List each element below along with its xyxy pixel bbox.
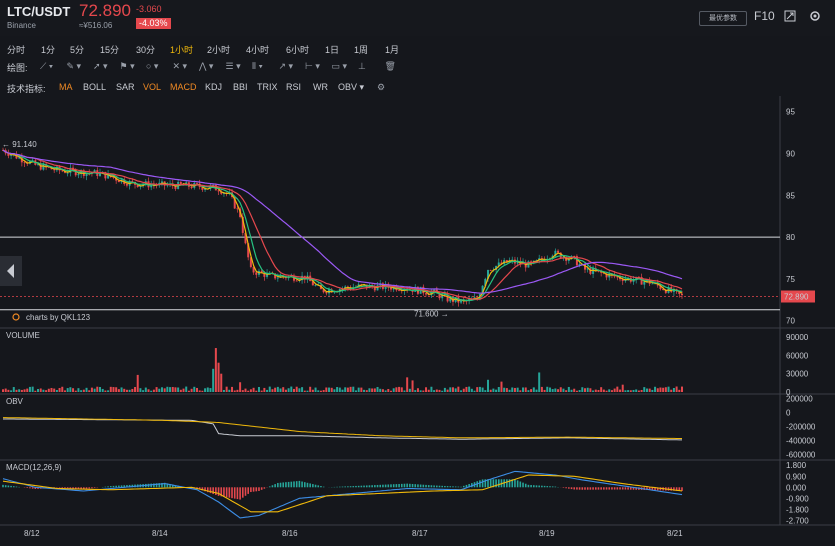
svg-text:1.800: 1.800 xyxy=(786,461,807,470)
ticker-header: LTC/USDT 72.890 -3.060 -4.03% Binance ≈¥… xyxy=(0,0,835,36)
indicator-rsi[interactable]: RSI xyxy=(286,82,302,92)
svg-text:VOLUME: VOLUME xyxy=(6,331,40,340)
indicator-kdj[interactable]: KDJ xyxy=(205,82,223,92)
pattern-tool-icon[interactable]: ⋀ ▾ xyxy=(199,61,214,71)
svg-text:95: 95 xyxy=(786,108,795,117)
trend-tool-icon[interactable]: ↗ ▾ xyxy=(278,61,294,71)
svg-text:← 91.140: ← 91.140 xyxy=(2,140,37,149)
drawing-label: 绘图: xyxy=(7,63,28,73)
timeframe-4[interactable]: 30分 xyxy=(136,45,156,55)
svg-text:-1.800: -1.800 xyxy=(786,505,809,514)
indicator-vol[interactable]: VOL xyxy=(143,82,162,92)
timeframe-3[interactable]: 15分 xyxy=(100,45,120,55)
svg-text:200000: 200000 xyxy=(786,395,813,404)
svg-text:8/14: 8/14 xyxy=(152,529,168,538)
measure-tool-icon[interactable]: ⊥ xyxy=(358,61,366,71)
svg-text:30000: 30000 xyxy=(786,370,809,379)
price-change-percent: -4.03% xyxy=(136,18,171,29)
svg-text:60000: 60000 xyxy=(786,351,809,360)
circle-tool-icon[interactable]: ○ ▾ xyxy=(146,61,159,71)
optimal-params-button[interactable]: 最优参数 xyxy=(699,11,747,26)
svg-text:-400000: -400000 xyxy=(786,437,816,446)
f10-button[interactable]: F10 xyxy=(754,9,775,23)
svg-text:0: 0 xyxy=(786,388,791,397)
timeframe-5[interactable]: 1小时 xyxy=(170,45,194,55)
line-tool-icon[interactable]: ⟋ ▾ xyxy=(40,61,54,71)
fib-tool-icon[interactable]: ☰ ▾ xyxy=(225,61,241,71)
timeframe-1[interactable]: 1分 xyxy=(41,45,56,55)
pair-name: LTC/USDT xyxy=(7,4,71,19)
cross-tool-icon[interactable]: ✕ ▾ xyxy=(172,61,188,71)
svg-text:90000: 90000 xyxy=(786,333,809,342)
svg-text:0: 0 xyxy=(786,409,791,418)
svg-text:8/21: 8/21 xyxy=(667,529,683,538)
indicator-wr[interactable]: WR xyxy=(313,82,328,92)
indicator-sar[interactable]: SAR xyxy=(116,82,135,92)
timeframe-8[interactable]: 6小时 xyxy=(286,45,310,55)
drawing-toolbar: 绘图: ⟋ ▾ ✎ ▾ ➚ ▾ ⚑ ▾ ○ ▾ ✕ ▾ ⋀ ▾ ☰ ▾ ⦀ ▾ ↗ ▾ ⊢ ▾ ▭ ▾… xyxy=(0,55,835,77)
last-price: 72.890 xyxy=(79,1,131,20)
arrow-tool-icon[interactable]: ➚ ▾ xyxy=(93,61,108,71)
range-tool-icon[interactable]: ⊢ ▾ xyxy=(305,61,320,71)
price-chart[interactable]: 95 90 85 80 75 70 72.890 ← 91.140 71.600 → charts… xyxy=(0,96,835,546)
svg-text:72.890: 72.890 xyxy=(784,293,809,302)
svg-text:-600000: -600000 xyxy=(786,451,816,460)
cny-price: ≈¥516.06 xyxy=(79,21,113,30)
svg-text:70: 70 xyxy=(786,317,795,326)
note-tool-icon[interactable]: ▭ ▾ xyxy=(331,61,348,71)
indicator-trix[interactable]: TRIX xyxy=(257,82,278,92)
timeframe-11[interactable]: 1月 xyxy=(385,45,400,55)
timeframe-10[interactable]: 1周 xyxy=(354,45,369,55)
svg-text:8/12: 8/12 xyxy=(24,529,40,538)
indicator-ma[interactable]: MA xyxy=(59,82,73,92)
indicator-boll[interactable]: BOLL xyxy=(83,82,107,92)
svg-text:80: 80 xyxy=(786,233,795,242)
svg-text:71.600 →: 71.600 → xyxy=(414,309,449,318)
fullscreen-icon[interactable] xyxy=(784,10,796,22)
svg-text:8/19: 8/19 xyxy=(539,529,555,538)
channel-tool-icon[interactable]: ⦀ ▾ xyxy=(252,61,263,71)
indicator-label: 技术指标: xyxy=(7,84,46,94)
price-change: -3.060 xyxy=(136,4,162,14)
svg-text:-2.700: -2.700 xyxy=(786,516,809,525)
exchange-name: Binance xyxy=(7,21,36,30)
indicator-macd[interactable]: MACD xyxy=(170,82,197,92)
svg-text:MACD(12,26,9): MACD(12,26,9) xyxy=(6,463,62,472)
timeframe-2[interactable]: 5分 xyxy=(70,45,85,55)
timeframe-7[interactable]: 4小时 xyxy=(246,45,270,55)
timeframe-bar: 分时 1分 5分 15分 30分 1小时 2小时 4小时 6小时 1日 1周 1月 xyxy=(0,37,835,59)
indicator-bbi[interactable]: BBI xyxy=(233,82,248,92)
timeframe-6[interactable]: 2小时 xyxy=(207,45,231,55)
svg-text:75: 75 xyxy=(786,275,795,284)
indicator-settings-icon[interactable]: ⚙ xyxy=(377,82,386,92)
svg-text:charts by QKL123: charts by QKL123 xyxy=(26,313,91,322)
flag-tool-icon[interactable]: ⚑ ▾ xyxy=(119,61,135,71)
indicator-bar: 技术指标: MA BOLL SAR VOL MACD KDJ BBI TRIX RSI WR OBV… xyxy=(0,76,835,98)
pen-tool-icon[interactable]: ✎ ▾ xyxy=(66,61,82,71)
indicator-obv[interactable]: OBV ▾ xyxy=(338,82,365,92)
svg-text:-0.900: -0.900 xyxy=(786,494,809,503)
trash-icon[interactable]: 🗑 xyxy=(384,61,396,71)
svg-text:0.900: 0.900 xyxy=(786,472,807,481)
svg-text:OBV: OBV xyxy=(6,397,24,406)
timeframe-9[interactable]: 1日 xyxy=(325,45,340,55)
svg-text:8/17: 8/17 xyxy=(412,529,428,538)
svg-text:8/16: 8/16 xyxy=(282,529,298,538)
settings-icon[interactable] xyxy=(809,10,821,22)
svg-text:90: 90 xyxy=(786,149,795,158)
timeframe-0[interactable]: 分时 xyxy=(7,45,26,55)
svg-text:0.000: 0.000 xyxy=(786,483,807,492)
svg-text:85: 85 xyxy=(786,191,795,200)
svg-text:-200000: -200000 xyxy=(786,423,816,432)
